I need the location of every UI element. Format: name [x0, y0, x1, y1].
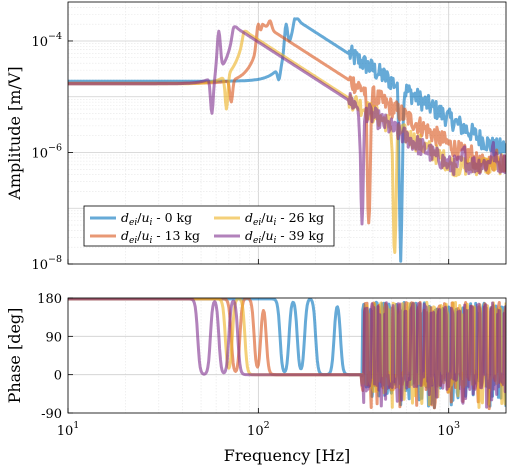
legend-box: [83, 205, 335, 247]
amp-ytick-label: 10−6: [31, 142, 62, 161]
frequency-xlabel: Frequency [Hz]: [224, 446, 351, 465]
phase-ylabel: Phase [deg]: [5, 308, 24, 404]
legend-label: dei/ui - 0 kg: [121, 210, 192, 228]
amp-ytick-label: 10−8: [31, 254, 62, 273]
legend-label: dei/ui - 13 kg: [121, 228, 200, 246]
amplitude-ticks: 10−8 10−6 10−4: [31, 31, 450, 273]
legend-label: dei/ui - 26 kg: [245, 210, 324, 228]
amplitude-line-0kg: [68, 17, 506, 263]
amplitude-ylabel: Amplitude [m/V]: [5, 66, 24, 200]
phase-ytick-label: -90: [41, 407, 62, 422]
amplitude-line-39kg: [68, 25, 506, 226]
phase-ytick-label: 90: [45, 330, 62, 345]
phase-xtick-label: 102: [247, 420, 270, 439]
amplitude-line-13kg: [68, 19, 506, 225]
phase-xtick-label: 103: [437, 420, 460, 439]
phase-line-39kg: [68, 298, 506, 409]
legend-label: dei/ui - 39 kg: [245, 228, 324, 246]
phase-xtick-label: 101: [57, 420, 80, 439]
amplitude-panel: 10−8 10−6 10−4 Amplitude [m/V] dei/ui - 0 …: [5, 1, 507, 273]
phase-axes-frame: [67, 297, 507, 414]
amp-ytick-label: 10−4: [31, 31, 62, 50]
phase-ytick-label: 180: [37, 292, 62, 307]
phase-ticks: -90 0 90 180 101 102 103: [37, 292, 460, 439]
amplitude-axes-frame: [67, 1, 507, 265]
phase-panel: -90 0 90 180 101 102 103 Phase [deg] Frequency…: [5, 292, 507, 465]
amplitude-series-group: [68, 17, 506, 263]
phase-ytick-label: 0: [54, 369, 62, 384]
phase-series-group: [68, 298, 506, 411]
